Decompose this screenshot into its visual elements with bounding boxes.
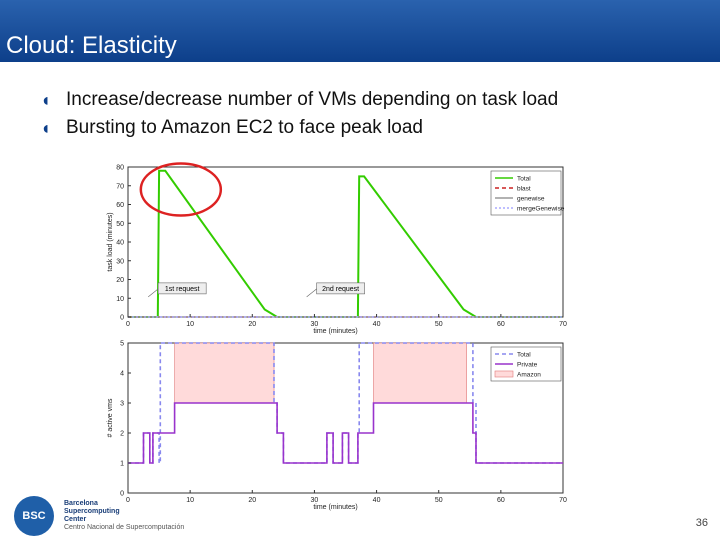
annotation-pointer <box>306 288 317 298</box>
x-tick-label: 0 <box>126 321 130 328</box>
legend-label: Total <box>517 176 531 183</box>
logo-line: Centro Nacional de Supercomputación <box>64 524 185 531</box>
x-axis-label: time (minutes) <box>313 504 357 511</box>
y-axis-label: task load (minutes) <box>107 212 114 271</box>
amazon-area <box>373 342 467 404</box>
legend-label: Total <box>517 352 531 359</box>
x-tick-label: 10 <box>186 497 194 504</box>
bullet-item: ◖ Bursting to Amazon EC2 to face peak lo… <box>40 114 558 142</box>
x-tick-label: 40 <box>373 497 381 504</box>
y-axis-label: # active vms <box>107 398 114 437</box>
annotation-pointer <box>147 288 159 298</box>
y-tick-label: 40 <box>116 240 124 247</box>
series-line <box>128 402 563 464</box>
y-tick-label: 0 <box>120 315 124 322</box>
x-tick-label: 40 <box>373 321 381 328</box>
y-tick-label: 50 <box>116 221 124 228</box>
annotation-box <box>316 282 365 295</box>
bsc-logo-text: Barcelona Supercomputing Center Centro N… <box>64 500 184 532</box>
annotation: 2nd request <box>306 282 365 298</box>
x-tick-label: 50 <box>435 321 443 328</box>
x-axis-label: time (minutes) <box>313 328 357 335</box>
x-tick-label: 20 <box>248 321 256 328</box>
x-tick-label: 50 <box>435 497 443 504</box>
y-tick-label: 60 <box>116 202 124 209</box>
logo-line: Barcelona <box>64 500 98 507</box>
x-tick-label: 60 <box>497 321 505 328</box>
y-tick-label: 5 <box>120 341 124 348</box>
legend-swatch <box>494 370 514 378</box>
legend-label: blast <box>517 186 531 193</box>
amazon-area <box>174 342 275 404</box>
x-tick-label: 20 <box>248 497 256 504</box>
bullet-text: Increase/decrease number of VMs dependin… <box>66 89 559 110</box>
legend-label: Private <box>517 362 538 369</box>
y-tick-label: 3 <box>120 401 124 408</box>
legend-label: Amazon <box>517 372 541 379</box>
annotation: 1st request <box>147 282 207 298</box>
logo-line: Center <box>64 516 87 523</box>
slide-title: Cloud: Elasticity <box>6 32 177 59</box>
bullet-icon: ◖ <box>40 117 51 138</box>
bullet-item: ◖ Increase/decrease number of VMs depend… <box>40 86 558 114</box>
legend-label: mergeGenewise <box>517 206 565 213</box>
title-bar: Cloud: Elasticity <box>0 0 720 62</box>
y-tick-label: 2 <box>120 431 124 438</box>
highlight-circle <box>139 162 223 217</box>
x-tick-label: 70 <box>559 497 567 504</box>
y-tick-label: 1 <box>120 461 124 468</box>
x-tick-label: 70 <box>559 321 567 328</box>
page-number: 36 <box>695 517 708 529</box>
y-tick-label: 20 <box>116 277 124 284</box>
annotation-box <box>157 282 207 295</box>
annotation-label: 2nd request <box>322 286 359 293</box>
logo-line: Supercomputing <box>64 508 120 515</box>
x-tick-label: 30 <box>311 321 319 328</box>
x-tick-label: 10 <box>186 321 194 328</box>
annotation-label: 1st request <box>165 286 200 293</box>
y-tick-label: 80 <box>116 165 124 172</box>
bsc-logo-mark: BSC <box>14 496 54 536</box>
y-tick-label: 4 <box>120 371 124 378</box>
y-tick-label: 10 <box>116 296 124 303</box>
y-tick-label: 30 <box>116 258 124 265</box>
bullet-text: Bursting to Amazon EC2 to face peak load <box>66 117 423 138</box>
y-tick-label: 0 <box>120 491 124 498</box>
y-tick-label: 70 <box>116 183 124 190</box>
x-tick-label: 60 <box>497 497 505 504</box>
legend-label: genewise <box>517 196 545 203</box>
bullet-icon: ◖ <box>40 89 51 110</box>
bullet-list: ◖ Increase/decrease number of VMs depend… <box>40 86 558 142</box>
x-tick-label: 0 <box>126 497 130 504</box>
x-tick-label: 30 <box>311 497 319 504</box>
bsc-logo: BSC Barcelona Supercomputing Center Cent… <box>14 494 194 536</box>
